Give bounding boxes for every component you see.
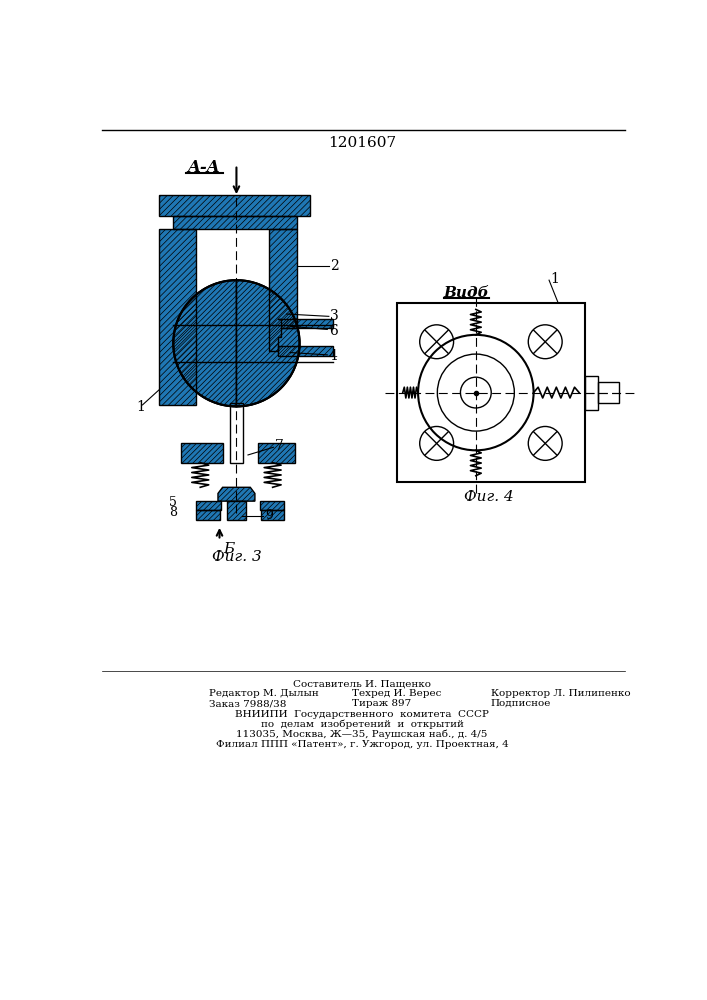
Polygon shape	[160, 195, 310, 216]
Polygon shape	[259, 501, 284, 510]
Text: Редактор М. Дылын: Редактор М. Дылын	[209, 689, 320, 698]
Polygon shape	[278, 319, 333, 328]
Text: Составитель И. Пащенко: Составитель И. Пащенко	[293, 679, 431, 688]
Polygon shape	[227, 501, 246, 520]
Bar	[259, 501, 284, 510]
Text: ВНИИПИ  Государственного  комитета  СССР: ВНИИПИ Государственного комитета СССР	[235, 710, 489, 719]
Text: Тираж 897: Тираж 897	[352, 699, 411, 708]
Text: 113035, Москва, Ж—35, Раушская наб., д. 4/5: 113035, Москва, Ж—35, Раушская наб., д. …	[236, 730, 488, 739]
Text: 6: 6	[329, 324, 338, 338]
Polygon shape	[197, 510, 219, 520]
Text: 2: 2	[330, 259, 339, 273]
Text: 3: 3	[330, 309, 339, 323]
Bar	[230, 403, 243, 463]
Text: Фиг. 3: Фиг. 3	[211, 550, 262, 564]
Text: 9: 9	[265, 509, 273, 522]
Text: Корректор Л. Пилипенко: Корректор Л. Пилипенко	[491, 689, 630, 698]
Text: Видб: Видб	[443, 286, 489, 300]
Polygon shape	[173, 280, 236, 406]
Text: A-A: A-A	[188, 159, 221, 176]
Bar	[181, 443, 223, 463]
Bar	[197, 501, 221, 510]
Text: по  делам  изобретений  и  открытий: по делам изобретений и открытий	[260, 720, 463, 729]
Text: Техред И. Верес: Техред И. Верес	[352, 689, 441, 698]
Bar	[160, 195, 310, 216]
Text: Заказ 7988/38: Заказ 7988/38	[209, 699, 287, 708]
Bar	[160, 229, 197, 405]
Text: Б: Б	[223, 542, 235, 556]
Polygon shape	[160, 229, 197, 405]
Polygon shape	[261, 510, 284, 520]
Text: 4: 4	[329, 349, 338, 363]
Text: 1: 1	[551, 272, 559, 286]
Bar	[258, 443, 295, 463]
Bar	[173, 216, 296, 229]
Text: Фиг. 4: Фиг. 4	[464, 490, 514, 504]
Bar	[197, 510, 219, 520]
Text: 8: 8	[169, 506, 177, 519]
Text: 7: 7	[275, 439, 284, 453]
Polygon shape	[269, 229, 296, 351]
Polygon shape	[181, 443, 223, 463]
Bar	[261, 510, 284, 520]
Text: 1: 1	[136, 400, 145, 414]
Text: Филиал ППП «Патент», г. Ужгород, ул. Проектная, 4: Филиал ППП «Патент», г. Ужгород, ул. Про…	[216, 740, 508, 749]
Polygon shape	[278, 346, 333, 356]
Polygon shape	[258, 443, 295, 463]
Polygon shape	[236, 280, 300, 406]
Text: Подписное: Подписное	[491, 699, 551, 708]
Bar	[397, 303, 585, 482]
Bar	[227, 501, 246, 520]
Bar	[585, 376, 597, 410]
Text: 1201607: 1201607	[328, 136, 396, 150]
Polygon shape	[218, 487, 255, 501]
Polygon shape	[197, 501, 221, 510]
Text: 5: 5	[169, 496, 177, 509]
Polygon shape	[173, 216, 296, 229]
Bar	[597, 382, 619, 403]
